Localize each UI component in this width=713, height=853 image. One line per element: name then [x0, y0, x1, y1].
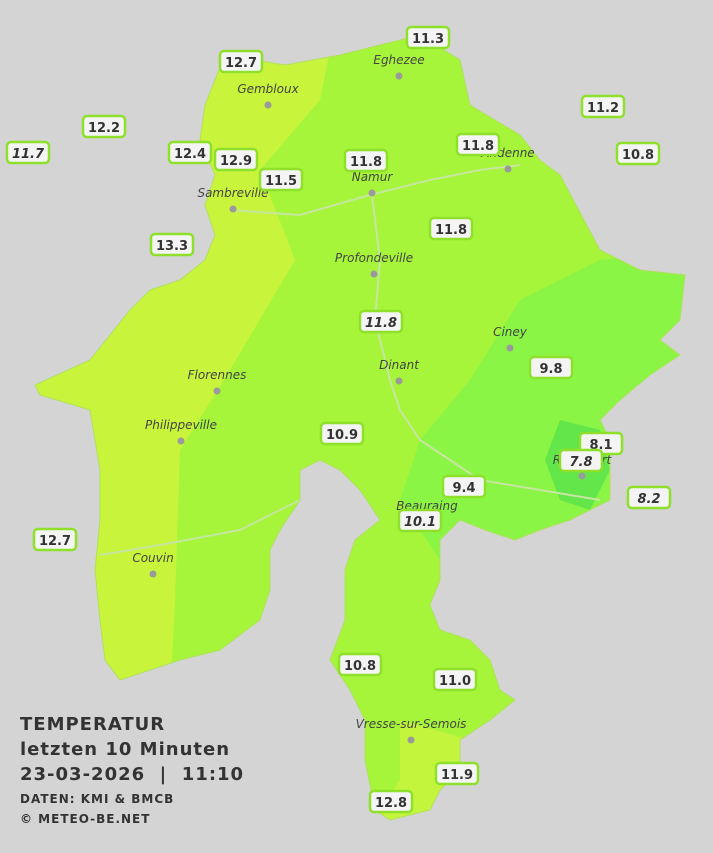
city-name: Namur [352, 170, 394, 184]
city-name: Florennes [188, 368, 247, 382]
reading-box [397, 508, 443, 533]
reading-box [455, 132, 501, 157]
city-dot [213, 387, 221, 395]
city-dot [370, 270, 378, 278]
city-name: Couvin [132, 551, 173, 565]
reading-value: 10.8 [344, 659, 376, 674]
reading-box [167, 140, 213, 165]
city-name: Dinant [379, 358, 420, 372]
reading-value: 11.2 [587, 101, 619, 116]
city-name: Vresse-sur-Semois [356, 717, 467, 731]
copyright: © METEO-BE.NET [20, 812, 150, 826]
reading-value: 8.2 [637, 492, 660, 507]
subtitle: letzten 10 Minuten [20, 739, 230, 760]
reading-box [558, 448, 604, 473]
reading-box [5, 140, 51, 165]
reading-box [149, 232, 195, 257]
reading-box [319, 421, 365, 446]
reading-value: 11.3 [412, 32, 444, 47]
city-dot [395, 377, 403, 385]
reading-box [626, 485, 672, 510]
reading-value: 11.0 [439, 674, 471, 689]
reading-value: 11.5 [265, 174, 297, 189]
reading-box [81, 114, 127, 139]
city-dot [229, 205, 237, 213]
reading-box [615, 141, 661, 166]
reading-box [337, 652, 383, 677]
city-dot [578, 472, 586, 480]
reading-box [32, 527, 78, 552]
city-dot [368, 189, 376, 197]
reading-value: 11.8 [462, 139, 494, 154]
reading-value: 11.9 [441, 768, 473, 783]
reading-value: 10.1 [404, 515, 436, 530]
reading-box [432, 667, 478, 692]
reading-value: 10.8 [622, 148, 654, 163]
city-name: Philippeville [145, 418, 217, 432]
reading-box [441, 474, 487, 499]
reading-box [405, 25, 451, 50]
reading-box [218, 49, 264, 74]
reading-box [580, 94, 626, 119]
reading-value: 12.8 [375, 796, 407, 811]
city-dot [149, 570, 157, 578]
city-dot [407, 736, 415, 744]
timestamp: 23-03-2026 | 11:10 [20, 764, 244, 785]
city-dot [395, 72, 403, 80]
city-dot [504, 165, 512, 173]
reading-value: 12.2 [88, 121, 120, 136]
reading-box [428, 216, 474, 241]
city-dot [506, 344, 514, 352]
reading-value: 12.4 [174, 147, 206, 162]
reading-box [528, 355, 574, 380]
title: TEMPERATUR [20, 714, 165, 735]
reading-value: 9.4 [452, 481, 475, 496]
reading-value: 9.8 [539, 362, 562, 377]
reading-value: 11.8 [435, 223, 467, 238]
reading-value: 12.7 [225, 56, 257, 71]
city-dot [264, 101, 272, 109]
city-name: Profondeville [335, 251, 413, 265]
reading-value: 13.3 [156, 239, 188, 254]
city-name: Gembloux [237, 82, 299, 96]
city-name: Eghezee [373, 53, 424, 67]
reading-box [434, 761, 480, 786]
reading-value: 10.9 [326, 428, 358, 443]
reading-value: 12.7 [39, 534, 71, 549]
reading-box [213, 147, 259, 172]
reading-value: 7.8 [569, 455, 592, 470]
reading-value: 12.9 [220, 154, 252, 169]
source: DATEN: KMI & BMCB [20, 792, 174, 806]
reading-value: 11.8 [350, 155, 382, 170]
reading-box [343, 148, 389, 173]
city-name: Sambreville [197, 186, 268, 200]
city-dot [177, 437, 185, 445]
reading-value: 11.7 [12, 147, 45, 162]
reading-box [258, 167, 304, 192]
city-name: Ciney [493, 325, 528, 339]
reading-box [368, 789, 414, 814]
reading-box [358, 309, 404, 334]
reading-value: 11.8 [365, 316, 397, 331]
